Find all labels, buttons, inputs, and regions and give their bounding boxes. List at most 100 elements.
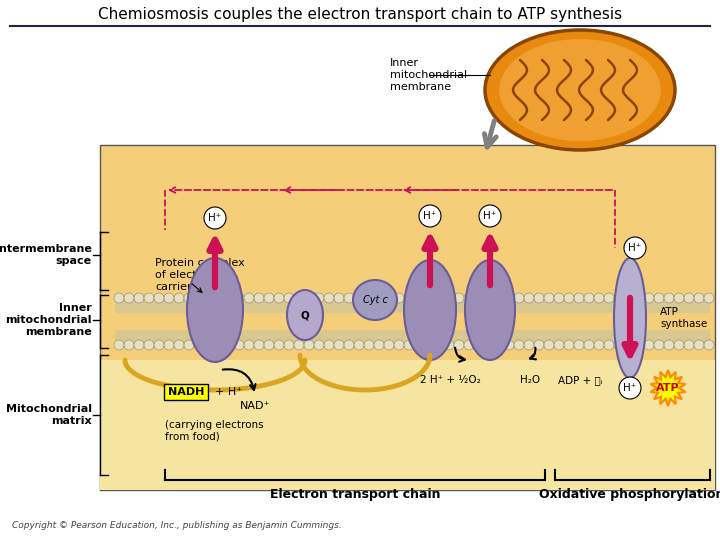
Circle shape (424, 340, 434, 350)
Circle shape (144, 340, 154, 350)
Circle shape (644, 340, 654, 350)
Text: H₂O: H₂O (520, 375, 540, 385)
Circle shape (654, 340, 664, 350)
Text: NADH: NADH (168, 387, 204, 397)
Circle shape (364, 340, 374, 350)
Circle shape (204, 207, 226, 229)
Circle shape (684, 340, 694, 350)
Circle shape (314, 293, 324, 303)
Circle shape (374, 340, 384, 350)
Circle shape (634, 293, 644, 303)
Ellipse shape (614, 258, 646, 378)
Circle shape (604, 293, 614, 303)
Circle shape (484, 293, 494, 303)
Circle shape (384, 293, 394, 303)
Circle shape (684, 293, 694, 303)
Circle shape (244, 340, 254, 350)
Circle shape (624, 340, 634, 350)
Circle shape (234, 340, 244, 350)
Circle shape (574, 340, 584, 350)
Circle shape (444, 293, 454, 303)
Text: Chemiosmosis couples the electron transport chain to ATP synthesis: Chemiosmosis couples the electron transp… (98, 6, 622, 22)
Ellipse shape (187, 258, 243, 362)
Circle shape (354, 293, 364, 303)
Circle shape (674, 340, 684, 350)
Circle shape (444, 340, 454, 350)
Circle shape (274, 293, 284, 303)
Text: Inner
mitochondrial
membrane: Inner mitochondrial membrane (390, 58, 467, 92)
Circle shape (124, 340, 134, 350)
Text: H⁺: H⁺ (629, 243, 642, 253)
Circle shape (594, 340, 604, 350)
Bar (115, 295, 710, 313)
Circle shape (244, 293, 254, 303)
Circle shape (464, 293, 474, 303)
Circle shape (114, 293, 124, 303)
Circle shape (274, 340, 284, 350)
Circle shape (214, 340, 224, 350)
Circle shape (214, 293, 224, 303)
Circle shape (494, 340, 504, 350)
Ellipse shape (499, 39, 661, 141)
Ellipse shape (353, 280, 397, 320)
Circle shape (164, 293, 174, 303)
Circle shape (164, 340, 174, 350)
Ellipse shape (465, 260, 515, 360)
Circle shape (324, 340, 334, 350)
Circle shape (414, 293, 424, 303)
Circle shape (304, 340, 314, 350)
Circle shape (364, 293, 374, 303)
Polygon shape (650, 370, 685, 406)
Circle shape (474, 293, 484, 303)
Circle shape (664, 340, 674, 350)
Bar (100, 145, 715, 490)
Text: NAD⁺: NAD⁺ (240, 401, 271, 411)
Circle shape (204, 340, 214, 350)
Circle shape (524, 340, 534, 350)
Circle shape (254, 293, 264, 303)
Text: Intermembrane
space: Intermembrane space (0, 244, 92, 266)
Circle shape (434, 293, 444, 303)
Text: H⁺: H⁺ (483, 211, 497, 221)
Circle shape (404, 340, 414, 350)
Circle shape (664, 293, 674, 303)
Circle shape (479, 205, 501, 227)
Circle shape (419, 205, 441, 227)
Circle shape (174, 293, 184, 303)
Circle shape (594, 293, 604, 303)
Circle shape (334, 340, 344, 350)
Circle shape (704, 340, 714, 350)
Circle shape (264, 340, 274, 350)
Ellipse shape (404, 260, 456, 360)
Circle shape (564, 340, 574, 350)
Text: Electron transport chain: Electron transport chain (270, 488, 440, 501)
Text: H⁺: H⁺ (208, 213, 222, 223)
Circle shape (234, 293, 244, 303)
Circle shape (254, 340, 264, 350)
Circle shape (474, 340, 484, 350)
Circle shape (494, 293, 504, 303)
Circle shape (534, 340, 544, 350)
Circle shape (394, 293, 404, 303)
Circle shape (644, 293, 654, 303)
Text: Oxidative phosphorylation: Oxidative phosphorylation (539, 488, 720, 501)
Circle shape (454, 293, 464, 303)
Circle shape (674, 293, 684, 303)
Circle shape (194, 293, 204, 303)
Circle shape (354, 340, 364, 350)
Bar (100, 360, 715, 490)
Circle shape (114, 340, 124, 350)
Circle shape (304, 293, 314, 303)
Circle shape (224, 340, 234, 350)
Circle shape (124, 293, 134, 303)
Text: H⁺: H⁺ (423, 211, 436, 221)
Text: Q: Q (301, 310, 310, 320)
Circle shape (614, 340, 624, 350)
Circle shape (194, 340, 204, 350)
Circle shape (694, 293, 704, 303)
Circle shape (564, 293, 574, 303)
Ellipse shape (485, 30, 675, 150)
Circle shape (264, 293, 274, 303)
Circle shape (454, 340, 464, 350)
Circle shape (504, 340, 514, 350)
